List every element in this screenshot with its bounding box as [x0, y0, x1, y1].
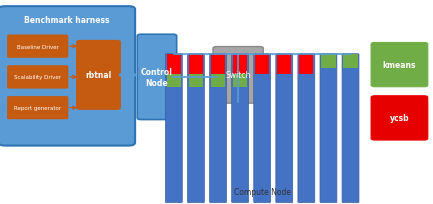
Text: ycsb: ycsb: [390, 114, 409, 123]
FancyBboxPatch shape: [0, 7, 135, 146]
FancyBboxPatch shape: [210, 54, 226, 203]
Bar: [321, 55, 336, 68]
Bar: [167, 74, 181, 88]
FancyBboxPatch shape: [7, 66, 68, 89]
Bar: [255, 55, 269, 74]
Bar: [299, 55, 313, 74]
Bar: [233, 55, 247, 74]
Text: Report generator: Report generator: [14, 106, 61, 111]
Bar: [277, 55, 291, 74]
FancyBboxPatch shape: [276, 54, 293, 203]
FancyBboxPatch shape: [342, 54, 359, 203]
Bar: [189, 74, 203, 88]
Text: kmeans: kmeans: [383, 61, 416, 70]
FancyBboxPatch shape: [371, 96, 428, 140]
FancyBboxPatch shape: [187, 54, 204, 203]
Bar: [211, 55, 225, 74]
Text: Baseline Driver: Baseline Driver: [17, 44, 58, 49]
Bar: [211, 74, 225, 88]
Bar: [167, 55, 181, 74]
FancyBboxPatch shape: [137, 35, 177, 120]
FancyBboxPatch shape: [254, 54, 271, 203]
FancyBboxPatch shape: [7, 97, 68, 119]
FancyBboxPatch shape: [165, 54, 182, 203]
FancyBboxPatch shape: [77, 41, 120, 110]
Text: Benchmark harness: Benchmark harness: [24, 16, 110, 25]
Bar: [343, 55, 358, 68]
Bar: [233, 74, 247, 88]
FancyBboxPatch shape: [7, 36, 68, 58]
FancyBboxPatch shape: [298, 54, 315, 203]
Text: Compute Node: Compute Node: [234, 187, 291, 196]
Text: Control
Node: Control Node: [141, 68, 173, 87]
Bar: [189, 55, 203, 74]
Text: Switch: Switch: [226, 71, 251, 80]
Text: rbtnal: rbtnal: [85, 71, 112, 80]
FancyBboxPatch shape: [213, 47, 263, 104]
Text: Scalability Driver: Scalability Driver: [14, 75, 61, 80]
FancyBboxPatch shape: [232, 54, 249, 203]
FancyBboxPatch shape: [320, 54, 337, 203]
FancyBboxPatch shape: [371, 43, 428, 87]
